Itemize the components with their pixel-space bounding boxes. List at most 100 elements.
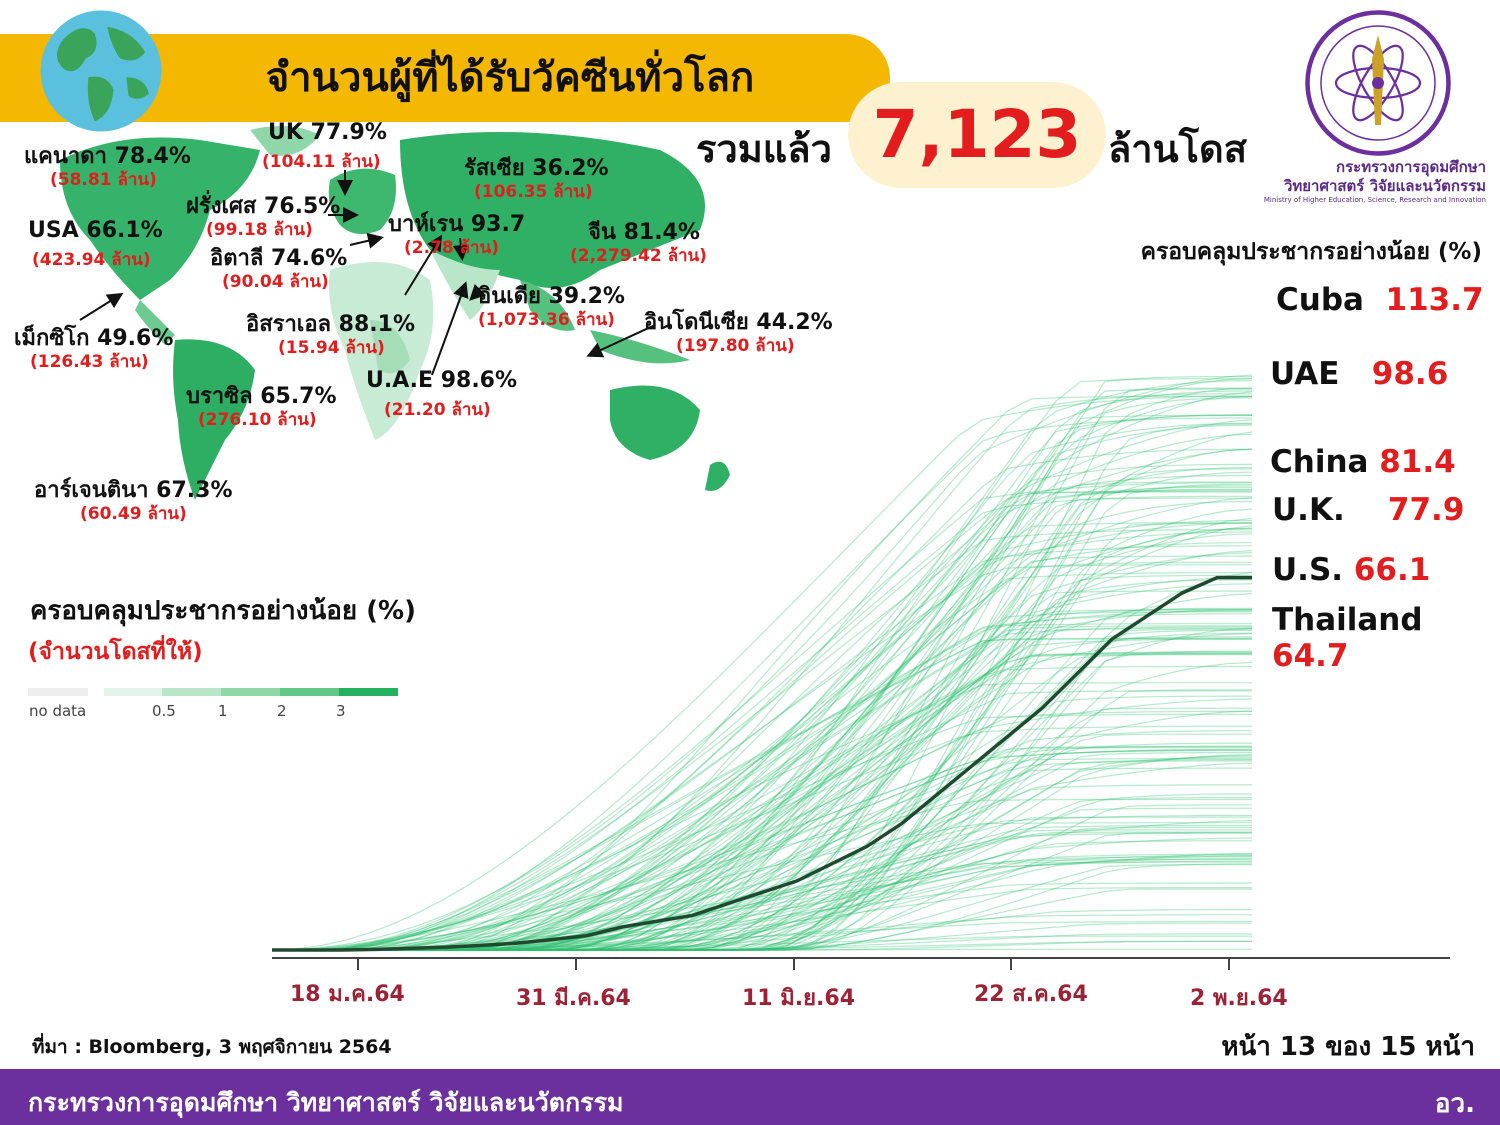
country-line [272, 533, 1253, 951]
country-line [272, 517, 1253, 951]
legend-swatch-nodata [28, 688, 88, 696]
country-line [272, 831, 1252, 951]
label-value: 81.4 [1379, 444, 1456, 480]
country-line [272, 762, 1253, 951]
label-china: China 81.4 [1270, 444, 1456, 480]
country-line [272, 424, 1253, 951]
country-line [272, 525, 1253, 951]
country-line [272, 483, 1253, 951]
country-line [272, 745, 1252, 951]
country-line [272, 576, 1253, 951]
map-label-uae: U.A.E 98.6% [366, 368, 518, 393]
country-line [272, 864, 1252, 951]
map-doses-mexico: (126.43 ล้าน) [30, 352, 149, 372]
country-line [272, 552, 1253, 951]
map-label-italy: อิตาลี 74.6% [210, 246, 348, 271]
country-line [272, 468, 1252, 951]
country-line [272, 397, 1253, 951]
country-line [272, 933, 1252, 951]
country-line [272, 650, 1252, 951]
country-line [272, 837, 1253, 951]
country-line [272, 733, 1252, 951]
country-line [272, 759, 1252, 951]
country-line [272, 784, 1252, 951]
country-line [272, 623, 1252, 951]
country-line [272, 390, 1253, 951]
country-line [272, 940, 1252, 951]
country-line [272, 463, 1253, 951]
label-value: 64.7 [1272, 638, 1349, 674]
label-us: U.S. 66.1 [1272, 552, 1430, 588]
country-line [271, 822, 1252, 951]
country-line [272, 856, 1252, 951]
country-line [271, 374, 1253, 951]
legend-tick-label: 1 [218, 702, 228, 720]
country-line [271, 713, 1252, 951]
country-line [272, 545, 1253, 951]
country-line [272, 756, 1252, 951]
country-line [272, 531, 1253, 951]
country-line [272, 561, 1252, 951]
x-tick-label: 2 พ.ย.64 [1190, 986, 1288, 1011]
country-line [272, 481, 1252, 951]
country-line [272, 652, 1252, 951]
map-doses-canada: (58.81 ล้าน) [50, 170, 157, 190]
map-label-bahrain: บาห์เรน 93.7 [388, 212, 526, 237]
legend-tick-label: 3 [336, 702, 346, 720]
country-line [272, 935, 1252, 951]
x-tick-label: 22 ส.ค.64 [974, 982, 1088, 1007]
country-line [271, 395, 1252, 951]
country-line [272, 882, 1252, 951]
map-label-indonesia: อินโดนีเซีย 44.2% [644, 310, 833, 335]
country-line [272, 378, 1252, 951]
country-line [272, 380, 1253, 951]
total-prefix: รวมแล้ว [696, 127, 832, 171]
country-line [272, 909, 1252, 951]
label-value: 113.7 [1385, 282, 1484, 318]
country-line [272, 887, 1252, 951]
country-line [272, 627, 1252, 951]
map-doses-russia: (106.35 ล้าน) [474, 182, 593, 202]
legend-subtitle: (จำนวนโดสที่ให้) [28, 639, 203, 665]
total-suffix: ล้านโดส [1108, 127, 1247, 171]
country-line [272, 742, 1252, 951]
country-line [271, 725, 1252, 951]
country-line [272, 519, 1253, 951]
label-thailand: Thailand 64.7 [1272, 602, 1423, 674]
country-line [272, 695, 1252, 951]
country-line [272, 628, 1252, 951]
country-line [272, 707, 1252, 951]
label-name: Cuba [1276, 282, 1364, 318]
country-line [272, 661, 1253, 951]
country-line [272, 852, 1253, 951]
ministry-name-th: กระทรวงการอุดมศึกษา วิทยาศาสตร์ วิจัยและ… [1283, 158, 1486, 195]
country-line [272, 853, 1252, 951]
country-line [272, 448, 1253, 951]
chart-right-title: ครอบคลุมประชากรอย่างน้อย (%) [1140, 239, 1482, 265]
country-line [272, 665, 1252, 951]
country-line [272, 550, 1253, 951]
country-line [272, 448, 1253, 951]
x-tick-label: 11 มิ.ย.64 [742, 986, 855, 1011]
country-line [272, 760, 1252, 951]
country-line [272, 564, 1252, 951]
country-line [272, 522, 1252, 951]
country-line [272, 488, 1252, 951]
country-line [272, 490, 1252, 951]
country-line [272, 632, 1253, 951]
country-line [272, 609, 1252, 951]
country-line [272, 632, 1253, 951]
country-line [272, 497, 1252, 951]
country-line [272, 854, 1252, 951]
country-line [272, 826, 1252, 951]
country-line [272, 508, 1253, 951]
map-label-brazil: บราซิล 65.7% [186, 384, 337, 409]
label-uk: U.K. 77.9 [1272, 492, 1464, 528]
country-line [272, 855, 1253, 951]
country-line [272, 610, 1253, 951]
country-line [272, 653, 1252, 951]
country-line [272, 755, 1253, 951]
country-line [272, 948, 1252, 951]
total-pill [848, 82, 1106, 188]
map-doses-bahrain: (2.78 ล้าน) [404, 238, 499, 258]
